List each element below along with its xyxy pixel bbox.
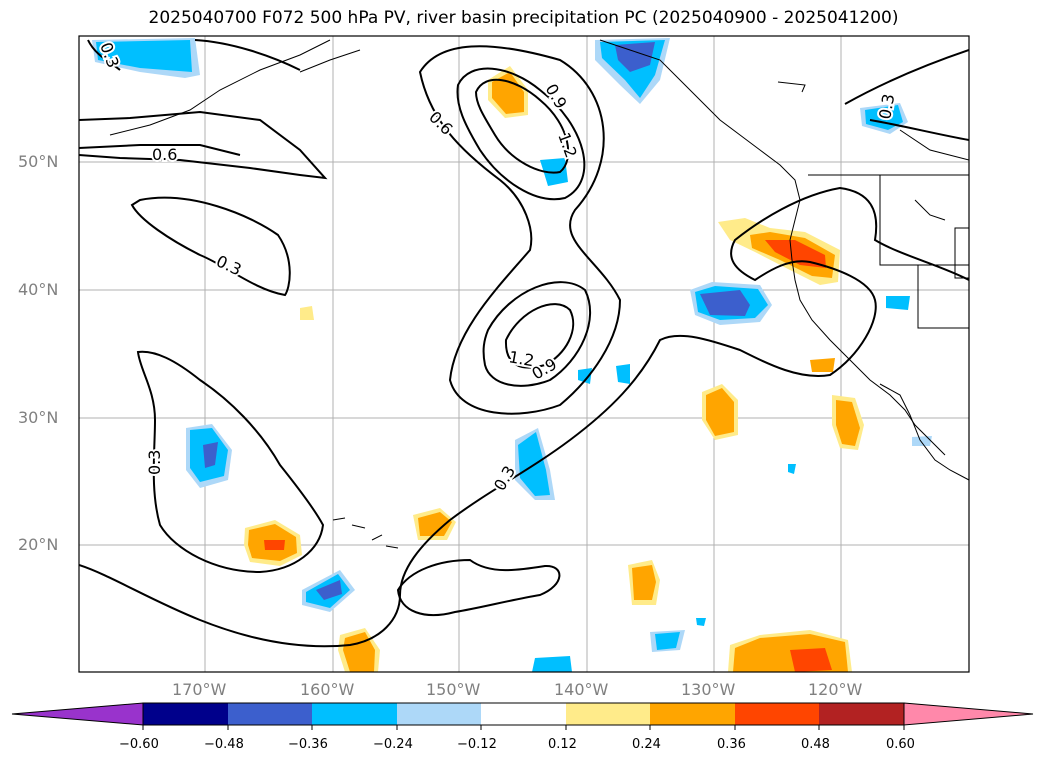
colorbar-tick-label: 0.48 [801,737,830,752]
lon-label: 160°W [300,680,355,699]
colorbar-segment [397,703,481,725]
lat-label: 30°N [18,408,59,427]
lon-label: 150°W [426,680,481,699]
colorbar-segment [566,703,650,725]
colorbar [11,702,1034,730]
lat-label: 40°N [18,280,59,299]
gridlines [79,36,969,672]
colorbar-tick-label: −0.36 [288,737,328,752]
colorbar-tick-label: −0.60 [119,737,159,752]
pv-contours [79,39,969,648]
colorbar-segment [650,703,735,725]
contour-label: 0.3 [145,450,164,475]
lon-label: 120°W [808,680,863,699]
colorbar-tick-label: −0.12 [457,737,497,752]
positive-precip-shading [244,66,864,672]
colorbar-tick-label: −0.48 [204,737,244,752]
lon-label: 140°W [554,680,609,699]
colorbar-over-extend [903,702,1034,726]
lon-label: 130°W [681,680,736,699]
colorbar-segment [819,703,904,725]
plot-frame [78,35,970,673]
colorbar-under-extend [11,702,144,726]
colorbar-tick-label: 0.12 [548,737,577,752]
colorbar-segment [481,703,566,725]
colorbar-segment [735,703,819,725]
colorbar-tick-label: 0.36 [717,737,746,752]
map-title: 2025040700 F072 500 hPa PV, river basin … [148,8,899,28]
lat-label: 20°N [18,535,59,554]
colorbar-segment [143,703,228,725]
colorbar-tick-label: 0.60 [886,737,915,752]
lon-label: 170°W [172,680,227,699]
colorbar-tick-label: −0.24 [373,737,413,752]
contour-label: 0.6 [152,145,177,164]
colorbar-segment [228,703,312,725]
colorbar-segment [312,703,397,725]
colorbar-tick-label: 0.24 [632,737,661,752]
lat-label: 50°N [18,152,59,171]
coastlines [109,39,969,549]
